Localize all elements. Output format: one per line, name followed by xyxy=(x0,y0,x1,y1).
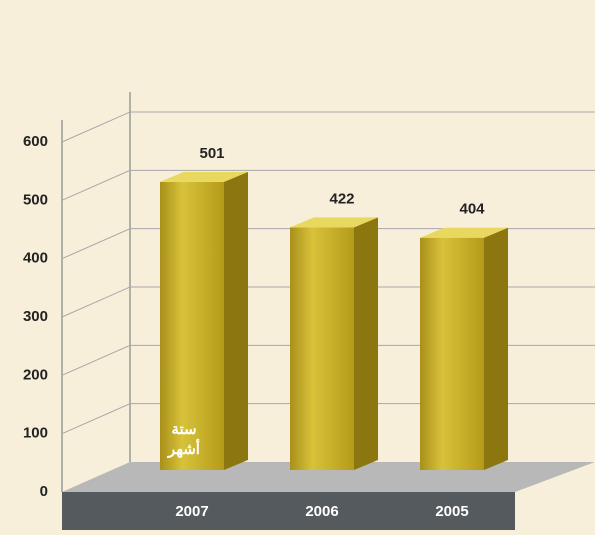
value-label: 404 xyxy=(459,201,485,218)
bar-top xyxy=(420,227,508,238)
bar-front xyxy=(420,237,484,470)
grid-line xyxy=(61,111,595,143)
x-tick-label: 2007 xyxy=(175,503,208,520)
y-tick-label: 400 xyxy=(23,250,48,267)
grid-line xyxy=(61,169,595,201)
value-label: 501 xyxy=(199,145,224,162)
bar xyxy=(420,227,508,470)
y-tick-label: 300 xyxy=(23,308,48,325)
bar-front xyxy=(160,181,224,471)
annotation: أشهر xyxy=(167,438,200,458)
bar-side xyxy=(484,227,508,470)
value-label: 422 xyxy=(329,190,354,207)
category-band xyxy=(62,492,515,530)
y-tick-label: 200 xyxy=(23,366,48,383)
x-tick-label: 2006 xyxy=(305,503,338,520)
y-tick-label: 100 xyxy=(23,425,48,442)
bar-side xyxy=(354,217,378,470)
annotation: ستة xyxy=(171,421,196,438)
bar-top xyxy=(160,171,248,182)
bar-top xyxy=(290,217,378,228)
bar xyxy=(290,217,378,470)
y-tick-label: 500 xyxy=(23,191,48,208)
bar xyxy=(160,171,248,471)
x-tick-label: 2005 xyxy=(435,503,468,520)
y-tick-label: 0 xyxy=(40,483,48,500)
grid-line xyxy=(61,228,595,260)
bar-side xyxy=(224,171,248,471)
bar-front xyxy=(290,227,354,470)
y-tick-label: 600 xyxy=(23,133,48,150)
